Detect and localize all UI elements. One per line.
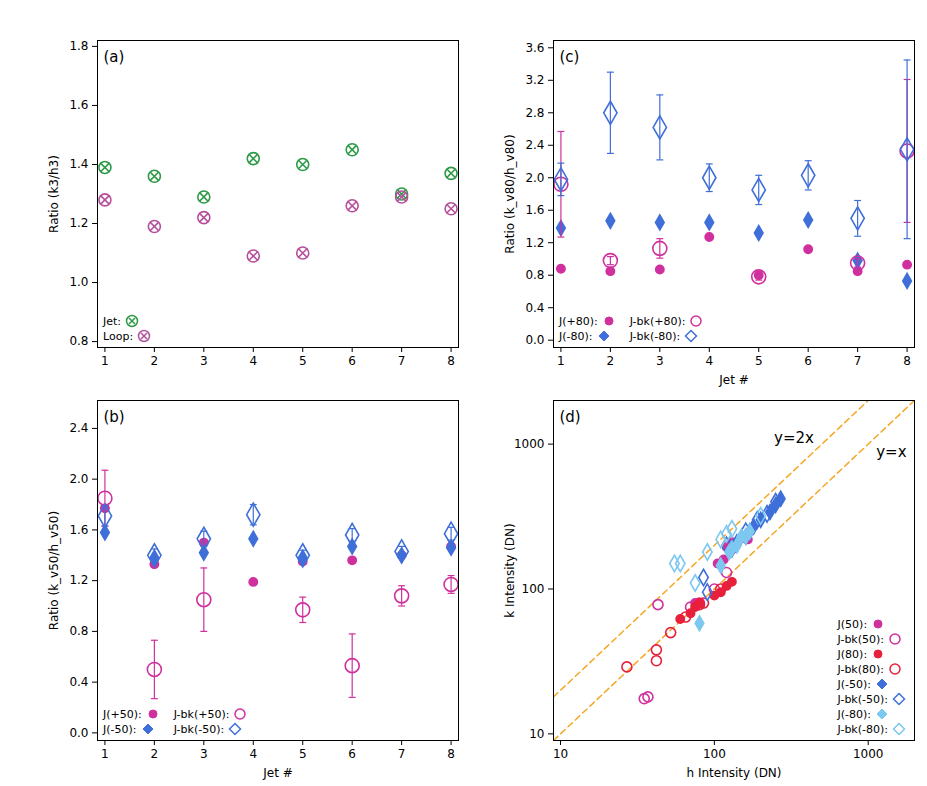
html-text:J-bk(+80):: J-bk(+80): <box>629 314 686 328</box>
svg-text:3.6: 3.6 <box>525 41 544 55</box>
svg-text:Ratio (k3/h3): Ratio (k3/h3) <box>47 155 61 233</box>
svg-text:Ratio (k_v50/h_v50): Ratio (k_v50/h_v50) <box>47 511 61 630</box>
svg-text:100: 100 <box>703 747 726 761</box>
html-text:J(80):: J(80): <box>837 647 868 661</box>
html-text:Jet:: Jet: <box>103 314 121 328</box>
svg-text:0.8: 0.8 <box>69 334 88 348</box>
html-text:J-bk(-80):: J-bk(-80): <box>837 722 888 736</box>
svg-text:1: 1 <box>101 747 109 761</box>
html-text:J-bk(-80):: J-bk(-80): <box>629 329 681 343</box>
svg-text:0.0: 0.0 <box>69 726 88 740</box>
svg-text:8: 8 <box>447 354 455 368</box>
svg-text:Jet #: Jet # <box>718 373 749 387</box>
svg-text:1.2: 1.2 <box>69 216 88 230</box>
svg-text:10: 10 <box>553 747 568 761</box>
svg-text:Ratio (k_v80/h_v80): Ratio (k_v80/h_v80) <box>503 134 517 253</box>
svg-text:2: 2 <box>151 354 159 368</box>
svg-text:3: 3 <box>200 747 208 761</box>
html-text:J(-50):: J(-50): <box>103 722 137 736</box>
svg-text:0.4: 0.4 <box>525 301 544 315</box>
svg-text:3: 3 <box>200 354 208 368</box>
svg-text:2.8: 2.8 <box>525 106 544 120</box>
svg-text:Jet #: Jet # <box>262 766 293 780</box>
html-text:J-bk(-50):: J-bk(-50): <box>173 722 225 736</box>
svg-text:1.6: 1.6 <box>525 203 544 217</box>
svg-text:0.8: 0.8 <box>69 624 88 638</box>
svg-text:0.4: 0.4 <box>69 675 88 689</box>
svg-text:7: 7 <box>854 354 862 368</box>
svg-text:1.2: 1.2 <box>69 573 88 587</box>
svg-text:6: 6 <box>348 747 356 761</box>
svg-text:7: 7 <box>398 354 406 368</box>
svg-text:1.2: 1.2 <box>525 236 544 250</box>
html-text:J(-80):: J(-80): <box>837 707 872 721</box>
svg-text:y=x: y=x <box>876 443 906 461</box>
svg-text:1.6: 1.6 <box>69 523 88 537</box>
html-text:J(-50):: J(-50): <box>837 677 872 691</box>
svg-text:0.8: 0.8 <box>525 268 544 282</box>
svg-text:h Intensity (DN): h Intensity (DN) <box>686 766 781 780</box>
svg-text:1000: 1000 <box>514 437 545 451</box>
html-text:J(50):: J(50): <box>837 617 868 631</box>
svg-text:4: 4 <box>249 747 257 761</box>
svg-text:1.8: 1.8 <box>69 39 88 53</box>
svg-text:1000: 1000 <box>853 747 884 761</box>
svg-text:2: 2 <box>151 747 159 761</box>
svg-text:7: 7 <box>398 747 406 761</box>
html-text:J-bk(-50):: J-bk(-50): <box>837 692 888 706</box>
svg-text:1.0: 1.0 <box>69 275 88 289</box>
html-text:J-bk(50):: J-bk(50): <box>837 632 884 646</box>
svg-text:3: 3 <box>656 354 664 368</box>
html-text:J-bk(80):: J-bk(80): <box>837 662 884 676</box>
svg-text:5: 5 <box>755 354 763 368</box>
html-text:J(-80):: J(-80): <box>559 329 593 343</box>
svg-text:0.0: 0.0 <box>525 333 544 347</box>
svg-text:2.4: 2.4 <box>525 138 544 152</box>
svg-text:5: 5 <box>299 354 307 368</box>
svg-text:1: 1 <box>557 354 565 368</box>
svg-text:1.6: 1.6 <box>69 98 88 112</box>
svg-text:2: 2 <box>607 354 615 368</box>
svg-text:k Intensity (DN): k Intensity (DN) <box>503 523 517 617</box>
svg-text:(d): (d) <box>560 408 581 426</box>
svg-text:y=2x: y=2x <box>774 429 814 447</box>
svg-text:4: 4 <box>705 354 713 368</box>
svg-text:2.4: 2.4 <box>69 421 88 435</box>
svg-text:1: 1 <box>101 354 109 368</box>
svg-text:8: 8 <box>447 747 455 761</box>
svg-text:10: 10 <box>529 727 544 741</box>
svg-text:1.4: 1.4 <box>69 157 88 171</box>
svg-text:100: 100 <box>522 582 545 596</box>
svg-text:5: 5 <box>299 747 307 761</box>
svg-text:2.0: 2.0 <box>69 472 88 486</box>
svg-text:6: 6 <box>348 354 356 368</box>
html-text:Loop:: Loop: <box>103 329 134 343</box>
svg-text:8: 8 <box>903 354 911 368</box>
svg-text:(c): (c) <box>560 48 580 66</box>
svg-text:2.0: 2.0 <box>525 171 544 185</box>
svg-text:(b): (b) <box>104 408 125 426</box>
html-text:J(+50):: J(+50): <box>103 707 142 721</box>
svg-text:(a): (a) <box>104 48 125 66</box>
html-text:J(+80):: J(+80): <box>559 314 598 328</box>
html-text:J-bk(+50):: J-bk(+50): <box>173 707 230 721</box>
svg-text:3.2: 3.2 <box>525 73 544 87</box>
svg-text:4: 4 <box>249 354 257 368</box>
svg-text:6: 6 <box>804 354 812 368</box>
